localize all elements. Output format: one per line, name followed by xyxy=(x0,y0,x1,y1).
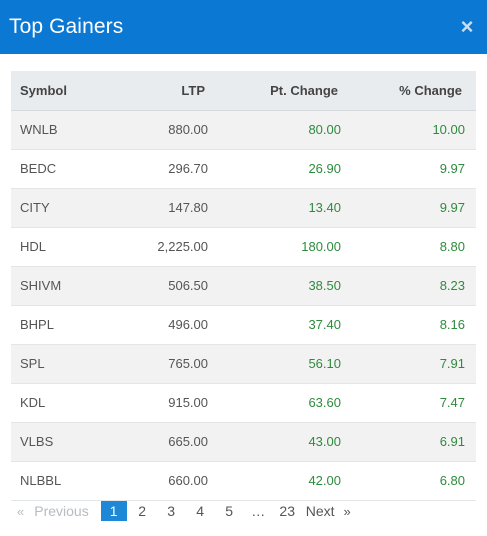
cell-pct-change: 6.80 xyxy=(439,473,465,488)
table-row: SPL 765.00 56.10 7.91 xyxy=(11,344,476,383)
table-row: BEDC 296.70 26.90 9.97 xyxy=(11,149,476,188)
cell-symbol[interactable]: WNLB xyxy=(20,122,58,137)
cell-pt-change: 26.90 xyxy=(308,161,341,176)
gainers-table-container: Symbol LTP Pt. Change % Change WNLB 880.… xyxy=(11,71,476,501)
cell-ltp: 2,225.00 xyxy=(157,239,208,254)
cell-symbol[interactable]: BHPL xyxy=(20,317,54,332)
cell-ltp: 506.50 xyxy=(168,278,208,293)
cell-pt-change: 13.40 xyxy=(308,200,341,215)
cell-pt-change: 180.00 xyxy=(301,239,341,254)
cell-pt-change: 42.00 xyxy=(308,473,341,488)
cell-pt-change: 43.00 xyxy=(308,434,341,449)
cell-ltp: 296.70 xyxy=(168,161,208,176)
cell-pct-change: 7.47 xyxy=(439,395,465,410)
cell-pct-change: 9.97 xyxy=(439,161,465,176)
table-header-row: Symbol LTP Pt. Change % Change xyxy=(11,71,476,111)
double-chevron-left-icon: « xyxy=(17,503,25,519)
cell-pt-change: 63.60 xyxy=(308,395,341,410)
cell-symbol[interactable]: BEDC xyxy=(20,161,57,176)
table-row: CITY 147.80 13.40 9.97 xyxy=(11,188,476,227)
page-ellipsis: … xyxy=(251,502,266,519)
cell-ltp: 880.00 xyxy=(168,122,208,137)
table-row: VLBS 665.00 43.00 6.91 xyxy=(11,422,476,461)
cell-pct-change: 10.00 xyxy=(432,122,465,137)
table-body: WNLB 880.00 80.00 10.00 BEDC 296.70 26.9… xyxy=(11,110,476,500)
page-button-3[interactable]: 3 xyxy=(167,502,176,519)
cell-ltp: 765.00 xyxy=(168,356,208,371)
table-row: SHIVM 506.50 38.50 8.23 xyxy=(11,266,476,305)
page-button-2[interactable]: 2 xyxy=(138,502,147,519)
pagination: « Previous 1 2 3 4 5 … 23 Next » xyxy=(11,500,351,521)
cell-ltp: 665.00 xyxy=(168,434,208,449)
cell-pt-change: 37.40 xyxy=(308,317,341,332)
cell-symbol[interactable]: CITY xyxy=(20,200,50,215)
cell-ltp: 147.80 xyxy=(168,200,208,215)
column-header-ltp[interactable]: LTP xyxy=(111,71,208,111)
cell-pt-change: 38.50 xyxy=(308,278,341,293)
cell-pct-change: 9.97 xyxy=(439,200,465,215)
gainers-table: Symbol LTP Pt. Change % Change WNLB 880.… xyxy=(11,71,476,501)
cell-pct-change: 8.23 xyxy=(439,278,465,293)
cell-pct-change: 7.91 xyxy=(439,356,465,371)
page-button-4[interactable]: 4 xyxy=(196,502,205,519)
column-header-pct-change[interactable]: % Change xyxy=(341,71,476,111)
cell-symbol[interactable]: HDL xyxy=(20,239,47,254)
next-label: Next xyxy=(305,502,335,519)
previous-label: Previous xyxy=(34,502,89,519)
cell-symbol[interactable]: VLBS xyxy=(20,434,54,449)
table-row: HDL 2,225.00 180.00 8.80 xyxy=(11,227,476,266)
column-header-symbol[interactable]: Symbol xyxy=(11,71,111,111)
cell-ltp: 496.00 xyxy=(168,317,208,332)
next-page-button[interactable]: Next » xyxy=(306,503,351,519)
cell-ltp: 915.00 xyxy=(168,395,208,410)
cell-symbol[interactable]: SHIVM xyxy=(20,278,62,293)
table-row: KDL 915.00 63.60 7.47 xyxy=(11,383,476,422)
close-icon[interactable]: × xyxy=(460,14,474,39)
modal-header: Top Gainers × xyxy=(0,0,487,54)
cell-symbol[interactable]: KDL xyxy=(20,395,46,410)
double-chevron-right-icon: » xyxy=(343,503,351,519)
cell-pct-change: 8.16 xyxy=(439,317,465,332)
page-button-1[interactable]: 1 xyxy=(100,500,127,521)
cell-ltp: 660.00 xyxy=(168,473,208,488)
table-row: WNLB 880.00 80.00 10.00 xyxy=(11,110,476,149)
table-row: NLBBL 660.00 42.00 6.80 xyxy=(11,461,476,500)
cell-pt-change: 80.00 xyxy=(308,122,341,137)
cell-pt-change: 56.10 xyxy=(308,356,341,371)
table-row: BHPL 496.00 37.40 8.16 xyxy=(11,305,476,344)
cell-symbol[interactable]: NLBBL xyxy=(20,473,62,488)
cell-symbol[interactable]: SPL xyxy=(20,356,45,371)
previous-page-button[interactable]: « Previous xyxy=(11,503,89,519)
cell-pct-change: 6.91 xyxy=(439,434,465,449)
column-header-pt-change[interactable]: Pt. Change xyxy=(208,71,341,111)
page-button-23[interactable]: 23 xyxy=(279,502,295,519)
modal-title: Top Gainers xyxy=(9,15,124,38)
cell-pct-change: 8.80 xyxy=(439,239,465,254)
page-button-5[interactable]: 5 xyxy=(225,502,234,519)
